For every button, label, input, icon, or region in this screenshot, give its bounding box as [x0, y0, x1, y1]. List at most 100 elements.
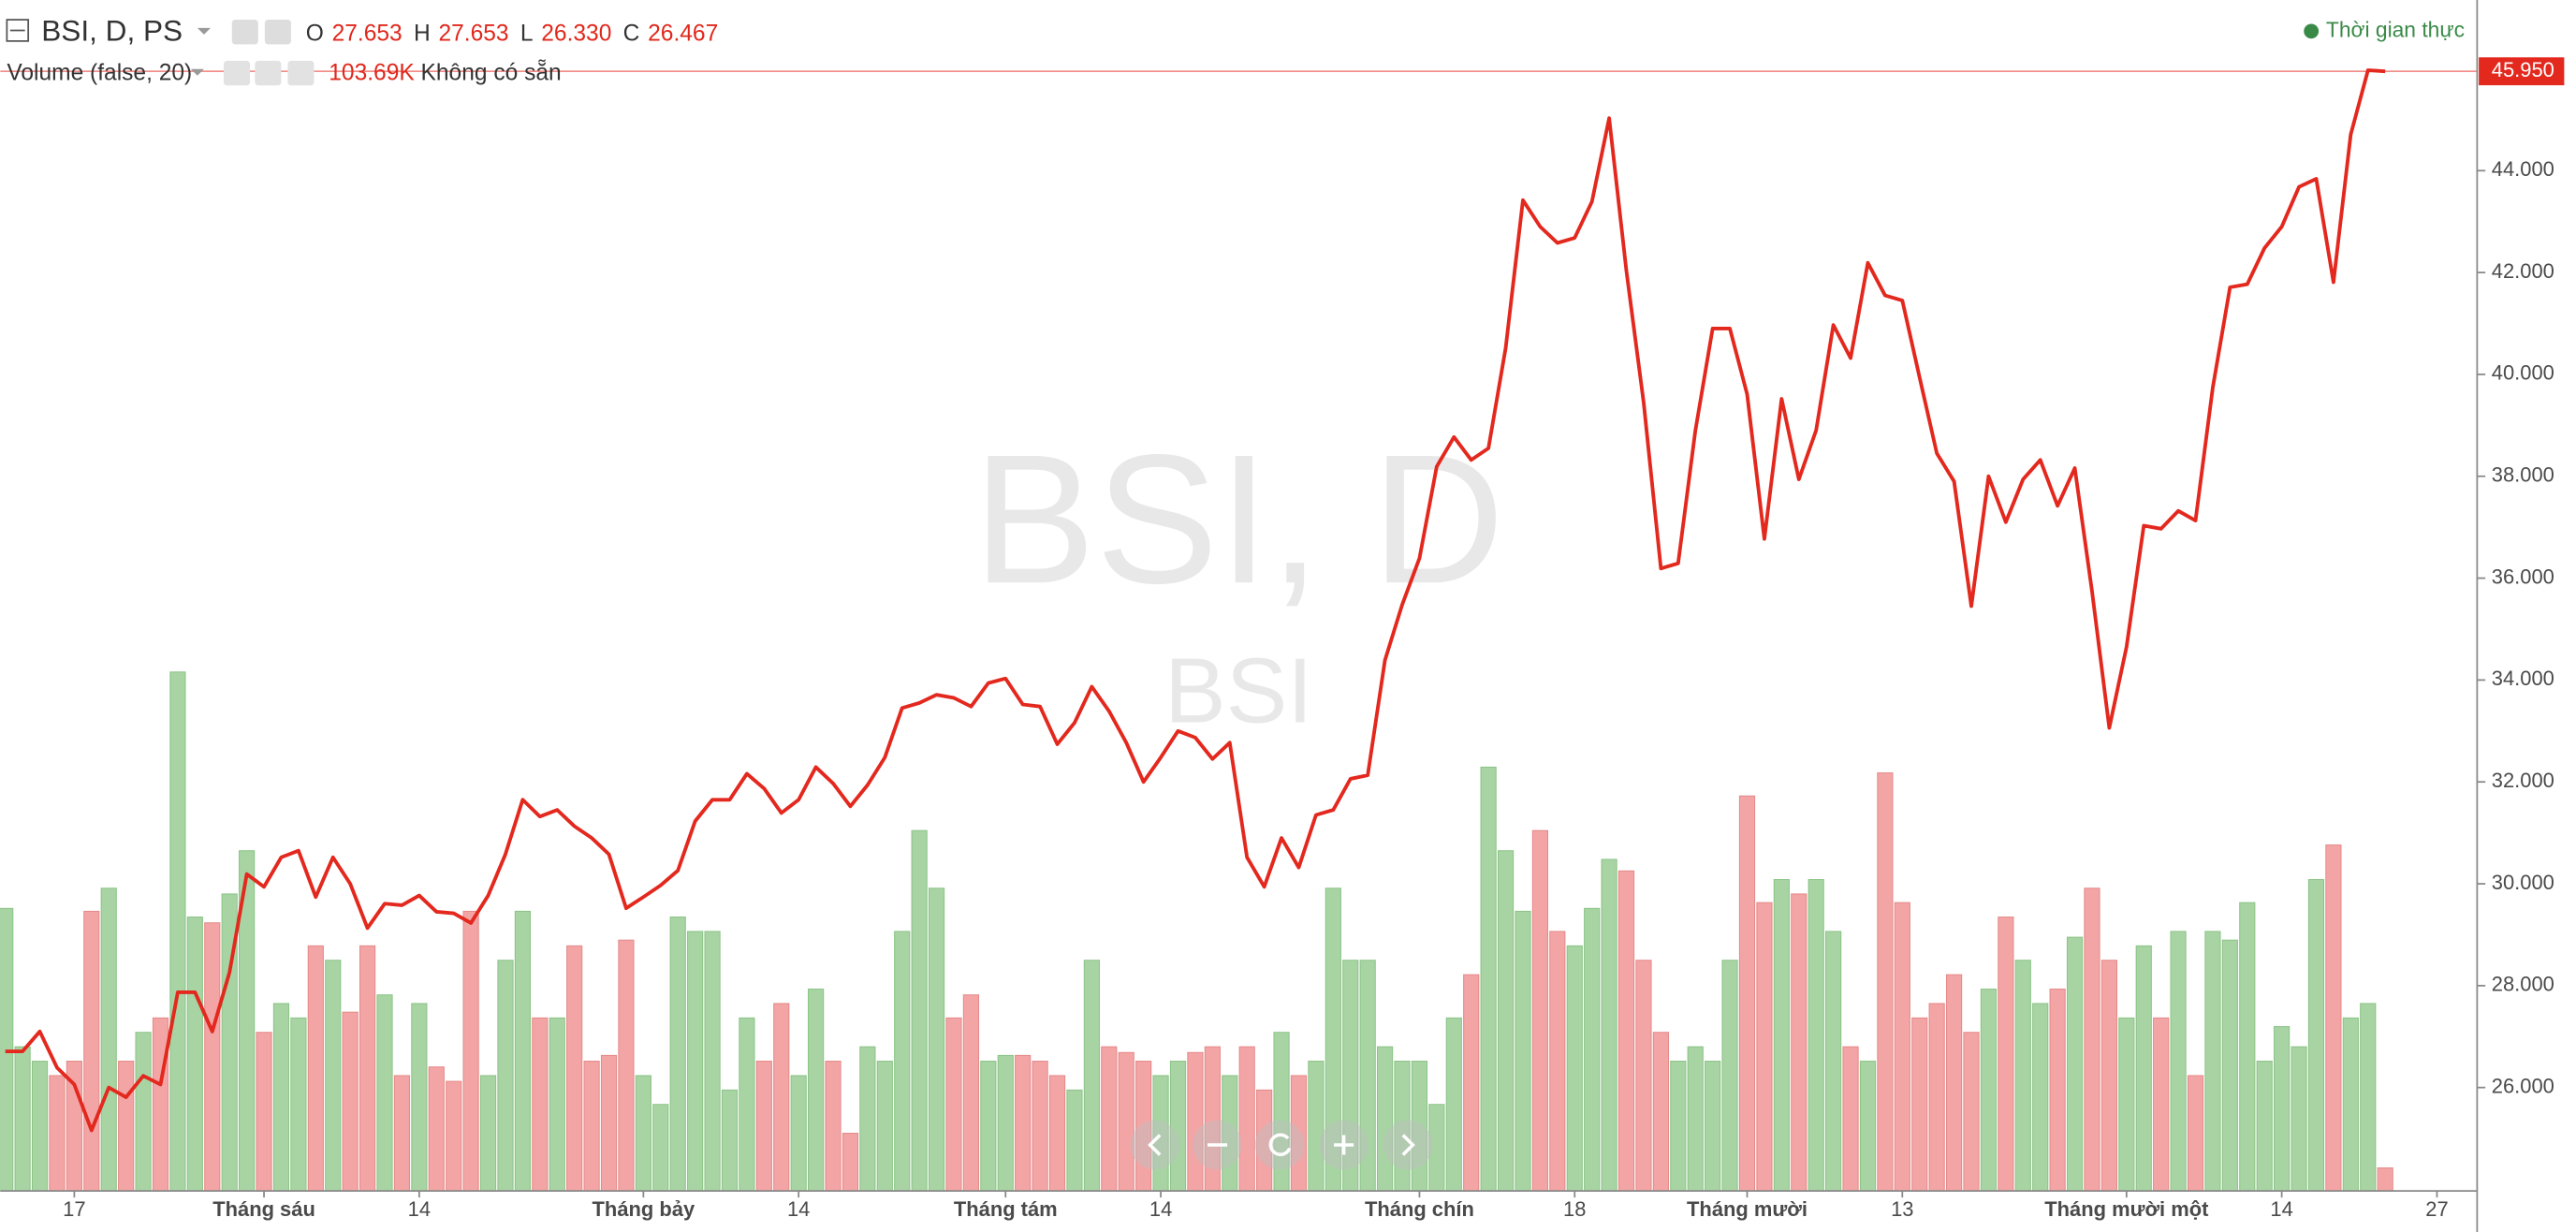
- volume-value: 103.69K: [329, 60, 415, 85]
- volume-bar: [1238, 1046, 1255, 1192]
- volume-bar: [307, 945, 324, 1192]
- volume-bar: [359, 945, 376, 1192]
- volume-bar: [2377, 1167, 2393, 1192]
- volume-bar: [1980, 989, 1998, 1192]
- volume-bar: [2291, 1046, 2307, 1192]
- volume-bar: [652, 1104, 669, 1192]
- volume-bar: [1721, 960, 1738, 1192]
- volume-bar: [1945, 974, 1963, 1192]
- volume-eye-button[interactable]: [223, 60, 251, 86]
- volume-bar: [1566, 945, 1583, 1192]
- volume-bar: [997, 1054, 1014, 1192]
- volume-bar: [549, 1017, 565, 1192]
- volume-bar: [1445, 1017, 1462, 1192]
- volume-bar: [825, 1061, 842, 1192]
- volume-bar: [911, 829, 928, 1192]
- realtime-label: Thời gian thực: [2326, 17, 2465, 41]
- volume-bar: [790, 1075, 807, 1192]
- volume-bar: [635, 1075, 651, 1192]
- volume-bar: [1083, 960, 1100, 1192]
- watermark-main: BSI, D: [973, 416, 1504, 622]
- volume-bar: [169, 671, 186, 1192]
- volume-bar: [1738, 795, 1756, 1192]
- legend-header: BSI, D, PS O 27.653 H 27.653 L 26.330 C 26.467 …: [6, 13, 2465, 86]
- volume-bar: [462, 910, 479, 1192]
- y-tick-label: 26.000: [2492, 1074, 2554, 1097]
- volume-bar: [393, 1075, 411, 1192]
- volume-bar: [1601, 858, 1617, 1192]
- y-tick-label: 28.000: [2492, 973, 2554, 996]
- volume-bar: [1652, 1032, 1669, 1192]
- scroll-right-button[interactable]: [1383, 1120, 1433, 1170]
- volume-settings-button[interactable]: [255, 60, 282, 86]
- symbol-title[interactable]: BSI, D, PS: [41, 13, 183, 47]
- volume-bar: [945, 1017, 962, 1192]
- eye-button[interactable]: [231, 20, 258, 45]
- volume-bar: [1118, 1051, 1134, 1192]
- volume-bar: [83, 910, 100, 1192]
- volume-menu[interactable]: [190, 68, 204, 76]
- collapse-button[interactable]: [6, 19, 30, 42]
- volume-bar: [2135, 945, 2152, 1192]
- volume-bar: [773, 1003, 790, 1192]
- volume-bar: [1549, 931, 1566, 1192]
- volume-remove-button[interactable]: [287, 60, 315, 86]
- watermark-symbol: BSI: [1164, 639, 1312, 742]
- volume-bar: [583, 1061, 600, 1192]
- volume-bar: [1825, 931, 1842, 1192]
- nav-icons: [1148, 1133, 1415, 1157]
- volume-bar: [1705, 1061, 1721, 1192]
- volume-bar: [2049, 989, 2066, 1192]
- volume-bar: [1480, 766, 1497, 1192]
- volume-bar: [14, 1046, 31, 1192]
- volume-bar: [1617, 870, 1635, 1192]
- ohlc-key: L: [520, 21, 534, 46]
- volume-bar: [100, 887, 117, 1192]
- volume-bar: [31, 1061, 49, 1192]
- ohlc-key: O: [306, 21, 324, 46]
- reset-button[interactable]: [1254, 1120, 1305, 1170]
- volume-bar: [256, 1032, 272, 1192]
- volume-bar: [1928, 1003, 1945, 1192]
- volume-bar: [600, 1054, 618, 1192]
- volume-bar: [376, 994, 393, 1192]
- volume-bar: [739, 1017, 755, 1192]
- volume-bars: [0, 671, 2393, 1192]
- volume-bar: [2014, 960, 2031, 1192]
- x-tick-label: 14: [408, 1197, 431, 1221]
- x-tick-label: 18: [1563, 1197, 1586, 1221]
- ohlc-value: 26.330: [541, 21, 611, 46]
- volume-bar: [2256, 1061, 2273, 1192]
- volume-title[interactable]: Volume (false, 20): [7, 60, 192, 85]
- volume-bar: [618, 939, 635, 1192]
- settings-button[interactable]: [264, 20, 291, 45]
- volume-bar: [2170, 931, 2187, 1192]
- x-tick-label: Tháng tám: [954, 1197, 1058, 1221]
- volume-bar: [428, 1066, 445, 1192]
- volume-bar: [1877, 772, 1894, 1192]
- volume-bar: [962, 994, 980, 1192]
- volume-bar: [49, 1075, 66, 1192]
- volume-bar: [2204, 931, 2221, 1192]
- volume-bar: [566, 945, 583, 1192]
- volume-bar: [1584, 907, 1601, 1192]
- volume-bar: [290, 1017, 307, 1192]
- navigation-buttons: [1130, 1120, 1433, 1170]
- volume-bar: [2239, 902, 2256, 1192]
- volume-bar: [446, 1080, 462, 1192]
- axes: 26.000 28.000 30.000 32.000 34.000 36.000 38.0…: [63, 157, 2554, 1221]
- x-tick-label: 14: [787, 1197, 810, 1221]
- symbol-menu[interactable]: [197, 27, 211, 35]
- volume-bar: [1773, 879, 1790, 1192]
- volume-bar: [479, 1075, 497, 1192]
- x-tick-label: 14: [2270, 1197, 2292, 1221]
- scroll-left-button[interactable]: [1130, 1120, 1180, 1170]
- ohlc-key: H: [414, 21, 431, 46]
- volume-bar: [118, 1061, 135, 1192]
- volume-bar: [2187, 1075, 2204, 1192]
- volume-bar: [2100, 960, 2117, 1192]
- volume-bar: [721, 1089, 739, 1192]
- x-tick-label: 27: [2425, 1197, 2448, 1221]
- last-price-box: [2479, 57, 2565, 86]
